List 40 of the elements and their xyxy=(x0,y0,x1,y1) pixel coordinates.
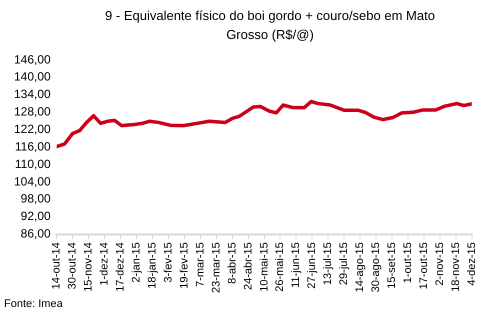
y-tick-label: 122,00 xyxy=(14,122,52,136)
x-tick-label: 4-dez-15 xyxy=(466,242,478,286)
chart-title: 9 - Equivalente físico do boi gordo + couro/sebo em Mato Grosso (R$/@) xyxy=(104,7,436,44)
x-tick-label: 15-nov-14 xyxy=(82,242,95,292)
x-tick-label: 17-dez-14 xyxy=(114,242,127,292)
x-tick-label: 13-jul-15 xyxy=(322,242,334,286)
y-tick-label: 104,00 xyxy=(14,174,52,188)
x-tick-label: 15-set-15 xyxy=(386,242,398,289)
x-tick-label: 18-nov-15 xyxy=(450,242,462,292)
x-tick-label: 26-mai-15 xyxy=(274,242,286,292)
source-note: Fonte: Imea xyxy=(4,298,63,310)
x-tick-label: 24-abr-15 xyxy=(242,242,254,290)
y-tick-label: 146,00 xyxy=(14,52,52,66)
y-tick-label: 116,00 xyxy=(14,139,52,154)
x-tick-label: 30-ago-15 xyxy=(370,242,382,292)
x-tick-label: 14-out-14 xyxy=(50,242,63,290)
y-tick-label: 110,00 xyxy=(14,156,52,171)
x-tick-label: 10-mai-15 xyxy=(258,242,270,292)
x-tick-label: 14-ago-15 xyxy=(354,242,366,292)
y-tick-label: 86,00 xyxy=(20,226,52,241)
x-tick-label: 27-jun-15 xyxy=(306,242,318,289)
x-tick-label: 8-abr-15 xyxy=(226,242,238,284)
x-tick-label: 18-jan-15 xyxy=(146,242,159,289)
x-tick-label: 23-mar-15 xyxy=(210,242,222,294)
x-tick-label: 3-fev-15 xyxy=(162,242,174,283)
y-tick-label: 134,00 xyxy=(14,87,52,102)
x-tick-label: 17-out-15 xyxy=(418,242,430,290)
y-tick-label: 98,00 xyxy=(20,192,52,206)
x-tick-label: 2-jan-15 xyxy=(130,242,143,283)
y-tick-label: 140,00 xyxy=(14,70,52,84)
x-tick-label: 1-out-15 xyxy=(402,242,414,284)
x-tick-label: 2-nov-15 xyxy=(434,242,446,286)
y-tick-label: 128,00 xyxy=(14,104,52,119)
x-tick-label: 29-jul-15 xyxy=(338,242,350,286)
x-tick-label: 11-jun-15 xyxy=(290,242,302,288)
y-tick-label: 92,00 xyxy=(20,209,52,224)
x-tick-label: 30-out-14 xyxy=(66,242,79,290)
x-tick-label: 1-dez-14 xyxy=(98,242,111,286)
x-tick-label: 7-mar-15 xyxy=(194,242,206,287)
x-tick-label: 19-fev-15 xyxy=(178,242,190,289)
